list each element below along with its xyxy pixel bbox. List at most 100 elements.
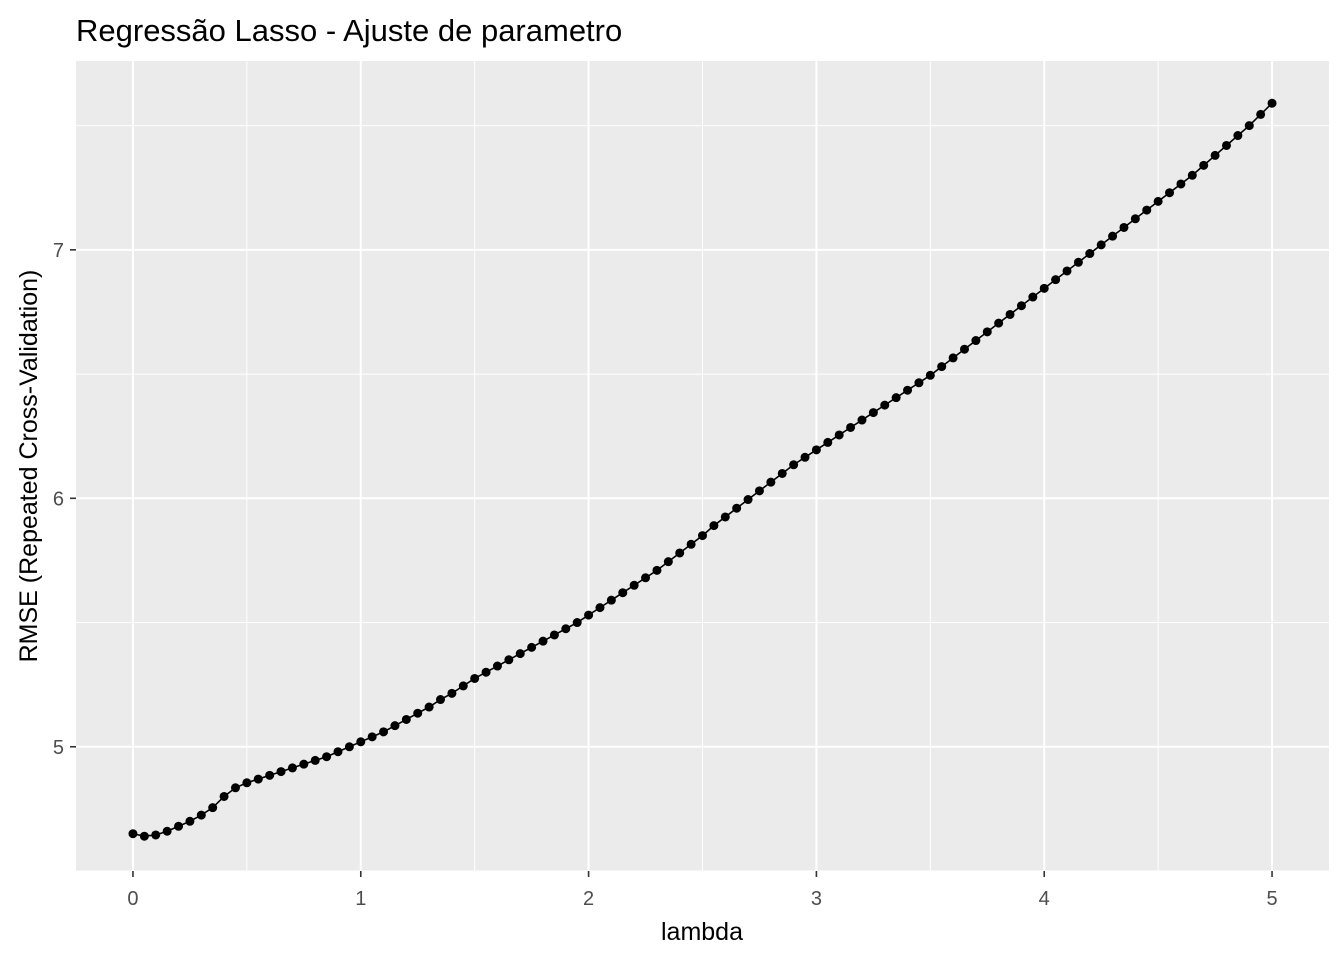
data-point [959,344,969,354]
data-point [1233,131,1243,141]
x-tick-label: 3 [811,888,822,910]
data-point [618,588,628,598]
data-point [356,737,366,747]
data-point [436,695,446,705]
chart-title: Regressão Lasso - Ajuste de parametro [76,13,622,48]
data-point [390,721,400,731]
data-point [162,826,172,836]
data-point [561,624,571,634]
data-point [948,353,958,363]
data-point [208,803,218,813]
series-points [128,98,1277,841]
data-point [219,791,229,801]
data-point [538,636,548,646]
data-point [811,445,821,455]
data-point [629,580,639,590]
data-point [1119,222,1129,232]
data-point [1130,214,1140,224]
data-point [584,610,594,620]
data-point [789,460,799,470]
data-point [253,774,263,784]
y-axis: 5 6 7 [53,240,76,759]
x-tick-label: 4 [1039,888,1050,910]
data-point [310,755,320,765]
data-point [606,595,616,605]
data-point [1142,205,1152,215]
data-point [549,630,559,640]
data-point [515,649,525,659]
data-point [903,385,913,395]
data-point [379,727,389,737]
data-point [1085,249,1095,259]
data-point [891,393,901,403]
data-point [834,430,844,440]
data-point [1165,188,1175,198]
data-point [868,408,878,418]
y-tick-label: 5 [53,737,64,759]
data-point [937,362,947,372]
data-point [1210,150,1220,160]
data-point [880,400,890,410]
data-point [743,495,753,505]
data-point [971,336,981,346]
data-point [652,565,662,575]
y-tick-label: 7 [53,240,64,262]
data-point [276,767,286,777]
data-point [230,783,240,793]
data-point [800,452,810,462]
data-point [1028,292,1038,302]
data-point [732,503,742,513]
data-point [447,688,457,698]
data-point [595,603,605,613]
data-point [641,573,651,583]
data-point [675,548,685,558]
data-point [709,521,719,531]
data-point [663,557,673,567]
data-point [401,714,411,724]
x-tick-label: 0 [127,888,138,910]
data-point [686,539,696,549]
data-point [1051,275,1061,285]
minor-gridlines [76,61,1329,872]
data-point [1016,301,1026,311]
data-point [1108,231,1118,241]
data-point [994,318,1004,328]
data-point [470,673,480,683]
data-point [766,477,776,487]
data-point [128,829,138,839]
data-point [1073,257,1083,267]
data-point [1096,240,1106,250]
data-point [151,830,161,840]
x-axis: 0 1 2 3 4 5 [127,871,1278,910]
data-point [299,759,309,769]
data-point [1244,121,1254,131]
data-point [925,370,935,380]
data-point [777,468,787,478]
data-point [139,831,149,841]
data-point [1062,266,1072,276]
data-point [1187,170,1197,180]
x-tick-label: 1 [355,888,366,910]
data-point [982,327,992,337]
data-point [322,752,332,762]
x-axis-title: lambda [661,918,743,946]
data-point [1221,140,1231,150]
y-axis-title: RMSE (Repeated Cross-Validation) [15,270,43,663]
data-point [185,816,195,826]
major-gridlines [76,61,1329,871]
data-point [914,378,924,388]
data-point [1039,283,1049,293]
data-point [196,810,206,820]
data-point [344,742,354,752]
data-point [720,512,730,522]
y-tick-label: 6 [53,488,64,510]
data-point [754,486,764,496]
data-point [287,763,297,773]
data-point [504,655,514,665]
data-point [413,708,423,718]
data-point [492,661,502,671]
data-point [857,415,867,425]
data-point [698,531,707,541]
data-point [333,747,343,757]
